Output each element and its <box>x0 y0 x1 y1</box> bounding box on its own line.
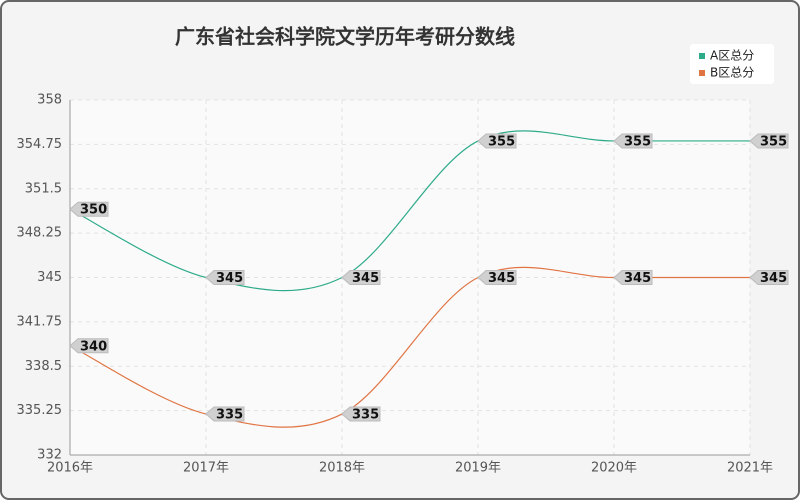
data-label: 335 <box>216 408 243 423</box>
data-label: 340 <box>80 339 107 354</box>
legend-swatch <box>699 53 705 59</box>
label-tag <box>477 270 517 285</box>
x-tick-label: 2021年 <box>727 461 773 476</box>
label-tag <box>69 201 109 217</box>
y-tick-label: 354.75 <box>17 137 63 152</box>
legend-swatch <box>699 70 705 76</box>
data-label: 345 <box>352 271 379 286</box>
y-tick-label: 345 <box>37 270 62 285</box>
label-tag <box>477 133 517 149</box>
data-label: 355 <box>488 134 515 149</box>
label-tag <box>341 406 381 422</box>
data-label: 335 <box>352 408 379 423</box>
data-label: 350 <box>80 203 107 218</box>
y-tick-label: 358 <box>37 93 62 108</box>
label-tag <box>613 133 653 149</box>
y-tick-label: 335.25 <box>17 403 63 418</box>
y-tick-label: 338.5 <box>25 359 62 374</box>
x-tick-label: 2017年 <box>183 461 229 476</box>
data-label: 355 <box>624 134 651 149</box>
data-label: 355 <box>760 134 787 149</box>
legend: A区总分 B区总分 <box>690 44 774 84</box>
label-tag <box>205 406 245 422</box>
y-tick-label: 348.25 <box>17 226 63 241</box>
label-tag <box>613 270 653 285</box>
data-label: 345 <box>488 271 515 286</box>
label-tag <box>205 270 245 285</box>
x-tick-label: 2020年 <box>591 461 637 476</box>
y-tick-label: 351.5 <box>25 181 62 196</box>
legend-label: B区总分 <box>710 66 754 80</box>
x-tick-label: 2019年 <box>455 461 501 476</box>
y-tick-label: 332 <box>37 448 62 463</box>
legend-box <box>690 44 774 84</box>
label-tag <box>749 133 789 149</box>
chart-title: 广东省社会科学院文学历年考研分数线 <box>175 25 515 49</box>
x-tick-label: 2018年 <box>319 461 365 476</box>
legend-label: A区总分 <box>710 49 754 63</box>
x-tick-label: 2016年 <box>47 461 93 476</box>
data-label: 345 <box>760 271 787 286</box>
label-tag <box>749 270 789 285</box>
data-label: 345 <box>624 271 651 286</box>
label-tag <box>69 338 109 354</box>
data-label: 345 <box>216 271 243 286</box>
y-tick-label: 341.75 <box>17 314 63 329</box>
label-tag <box>341 270 381 285</box>
